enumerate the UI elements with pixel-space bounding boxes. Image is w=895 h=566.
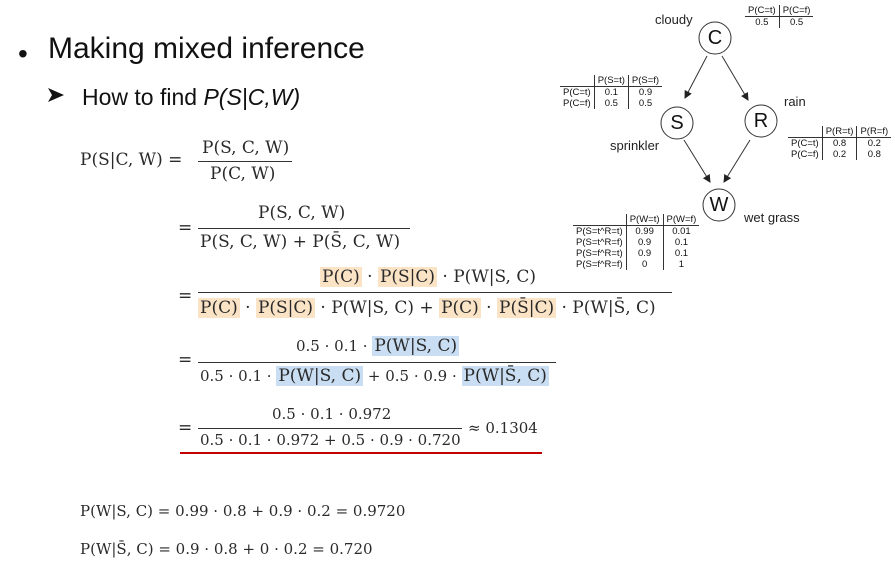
- step4-numerator: 0.5 · 0.1 · P(W|S, C): [296, 336, 460, 356]
- cpt-wet-grass: P(W=t) P(W=f) P(S=t^R=t) 0.99 0.01 P(S=t^R=…: [573, 214, 700, 270]
- node-c-circle: [698, 21, 732, 55]
- node-w-letter: W: [709, 194, 729, 216]
- equation-lhs: P(S|C, W) =: [80, 150, 183, 170]
- step2-numerator: P(S, C, W): [258, 203, 346, 223]
- step3-numerator: P(C) · P(S|C) · P(W|S, C): [320, 267, 537, 287]
- bayes-network-diagram: [660, 21, 778, 222]
- step5-equals: =: [178, 418, 193, 438]
- step3-denominator: P(C) · P(S|C) · P(W|S, C) + P(C) · P(S̄|…: [198, 298, 656, 318]
- edge-s-w: [683, 139, 711, 183]
- node-r-letter: R: [753, 110, 769, 132]
- node-c-name: cloudy: [655, 12, 693, 27]
- step3-fraction-bar: [198, 292, 672, 293]
- step5-denominator: 0.5 · 0.1 · 0.972 + 0.5 · 0.9 · 0.720: [200, 431, 461, 449]
- footnote-1: P(W|S, C) = 0.99 · 0.8 + 0.9 · 0.2 = 0.9…: [80, 502, 406, 520]
- step1-numerator: P(S, C, W): [202, 138, 290, 158]
- result-value: ≈ 0.1304: [468, 419, 538, 437]
- cpt-rain: P(R=t) P(R=f) P(C=t) 0.8 0.2 P(C=f) 0.2 0.8: [788, 126, 892, 160]
- edge-c-r: [721, 55, 749, 101]
- step3-equals: =: [178, 286, 193, 306]
- node-r-name: rain: [784, 94, 806, 109]
- step4-denominator: 0.5 · 0.1 · P(W|S, C) + 0.5 · 0.9 · P(W|…: [200, 366, 549, 386]
- step2-equals: =: [178, 218, 193, 238]
- slide-title: Making mixed inference: [48, 32, 365, 65]
- footnote-2: P(W|S̄, C) = 0.9 · 0.8 + 0 · 0.2 = 0.720: [80, 540, 373, 558]
- node-s-circle: [660, 106, 694, 140]
- cpt-cloudy: P(C=t) P(C=f) 0.5 0.5: [745, 5, 814, 28]
- step1-denominator: P(C, W): [210, 164, 276, 184]
- node-w-name: wet grass: [744, 210, 800, 225]
- step2-denominator: P(S, C, W) + P(S̄, C, W): [200, 232, 401, 252]
- step4-equals: =: [178, 350, 193, 370]
- step3-num-psc: P(S|C): [377, 267, 438, 287]
- edge-c-s: [684, 55, 708, 99]
- node-s-name: sprinkler: [610, 138, 660, 153]
- node-c-letter: C: [707, 27, 723, 49]
- node-s-letter: S: [670, 112, 684, 134]
- result-underline: [180, 452, 542, 454]
- arrow-bullet-icon: [46, 86, 66, 109]
- cpt-sprinkler: P(S=t) P(S=f) P(C=t) 0.1 0.9 P(C=f) 0.5 0.5: [560, 75, 663, 109]
- subtitle: How to find P(S|C,W): [82, 86, 300, 109]
- step5-fraction-bar: [198, 428, 462, 429]
- edge-r-w: [723, 139, 751, 183]
- node-w-circle: [702, 188, 736, 222]
- step5-numerator: 0.5 · 0.1 · 0.972: [272, 405, 392, 423]
- subtitle-prefix: How to find: [82, 84, 204, 110]
- subtitle-query: P(S|C,W): [203, 84, 301, 110]
- step2-fraction-bar: [198, 228, 410, 229]
- bullet-dot: •: [18, 38, 28, 69]
- node-r-circle: [744, 104, 778, 138]
- step3-num-pc: P(C): [320, 267, 362, 287]
- step4-fraction-bar: [198, 362, 556, 363]
- step1-fraction-bar: [198, 161, 292, 162]
